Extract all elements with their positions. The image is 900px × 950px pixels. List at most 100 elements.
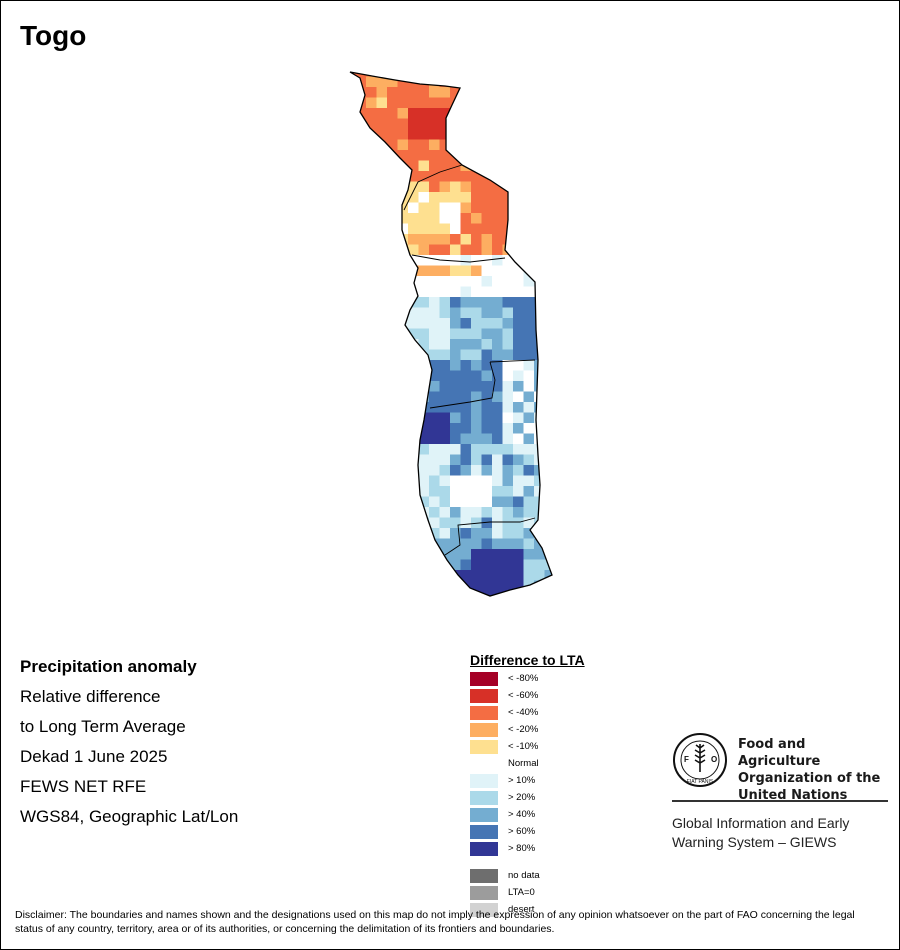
anomaly-cell: [350, 286, 356, 298]
anomaly-cell: [471, 349, 482, 361]
anomaly-cell: [355, 528, 367, 539]
anomaly-cell: [439, 391, 451, 403]
anomaly-cell: [513, 580, 524, 592]
anomaly-cell: [366, 391, 377, 403]
anomaly-cell: [387, 297, 398, 308]
anomaly-cell: [460, 307, 472, 319]
anomaly-cell: [502, 129, 514, 140]
anomaly-cell: [481, 297, 493, 308]
anomaly-cell: [429, 349, 440, 361]
anomaly-cell: [450, 181, 461, 193]
anomaly-cell: [450, 507, 461, 518]
region-boundary: [429, 361, 496, 409]
anomaly-cell: [408, 276, 419, 287]
anomaly-cell: [471, 465, 482, 476]
anomaly-cell: [350, 517, 356, 529]
anomaly-cell: [523, 255, 535, 266]
anomaly-cell: [355, 307, 367, 319]
anomaly-cell: [376, 402, 388, 413]
anomaly-cell: [481, 318, 493, 329]
anomaly-cell: [355, 381, 367, 392]
anomaly-cell: [544, 475, 552, 487]
anomaly-cell: [513, 87, 524, 98]
anomaly-cell: [350, 297, 356, 308]
anomaly-cell: [355, 139, 367, 151]
anomaly-cell: [387, 486, 398, 497]
anomaly-cell: [408, 433, 419, 445]
anomaly-cell: [350, 97, 356, 109]
anomaly-cell: [534, 192, 545, 203]
anomaly-cell: [439, 433, 451, 445]
anomaly-cell: [376, 412, 388, 424]
anomaly-cell: [439, 370, 451, 382]
anomaly-cell: [397, 475, 409, 487]
anomaly-cell: [471, 97, 482, 109]
anomaly-cell: [376, 433, 388, 445]
anomaly-cell: [460, 349, 472, 361]
anomaly-cell: [450, 76, 461, 88]
legend-label: > 40%: [508, 809, 536, 820]
anomaly-cell: [408, 171, 419, 182]
anomaly-cell: [471, 339, 482, 350]
anomaly-cell: [355, 339, 367, 350]
anomaly-cell: [555, 224, 566, 235]
anomaly-cell: [481, 496, 493, 508]
legend-label: > 10%: [508, 775, 536, 786]
anomaly-cell: [471, 381, 482, 392]
anomaly-cell: [376, 591, 388, 596]
anomaly-cell: [350, 87, 356, 98]
anomaly-cell: [481, 213, 493, 224]
anomaly-cell: [397, 202, 409, 214]
anomaly-cell: [418, 181, 430, 193]
anomaly-cell: [408, 318, 419, 329]
anomaly-cell: [387, 265, 398, 277]
anomaly-cell: [450, 265, 461, 277]
anomaly-cell: [544, 496, 552, 508]
anomaly-cell: [523, 150, 535, 161]
anomaly-cell: [555, 507, 566, 518]
anomaly-cell: [397, 580, 409, 592]
anomaly-cell: [492, 286, 503, 298]
anomaly-cell: [481, 412, 493, 424]
anomaly-cell: [555, 497, 566, 508]
anomaly-cell: [492, 118, 503, 130]
anomaly-cell: [418, 591, 430, 596]
anomaly-cell: [418, 475, 430, 487]
anomaly-cell: [471, 496, 482, 508]
anomaly-cell: [481, 538, 493, 550]
anomaly-cell: [376, 391, 388, 403]
anomaly-cell: [523, 234, 535, 245]
anomaly-cell: [460, 328, 472, 340]
anomaly-cell: [523, 318, 535, 329]
anomaly-cell: [544, 72, 552, 77]
anomaly-cell: [513, 297, 524, 308]
anomaly-cell: [492, 570, 503, 581]
anomaly-cell: [376, 307, 388, 319]
anomaly-cell: [492, 528, 503, 539]
anomaly-cell: [429, 412, 440, 424]
anomaly-cell: [481, 486, 493, 497]
anomaly-cell: [492, 181, 503, 193]
giews-name: Global Information and Early Warning Sys…: [672, 815, 850, 850]
anomaly-cell: [555, 329, 566, 340]
anomaly-cell: [471, 318, 482, 329]
anomaly-cell: [481, 87, 493, 98]
anomaly-cell: [450, 234, 461, 245]
anomaly-cell: [460, 412, 472, 424]
anomaly-cell: [376, 423, 388, 434]
anomaly-cell: [376, 328, 388, 340]
anomaly-cell: [502, 139, 514, 151]
anomaly-cell: [471, 538, 482, 550]
anomaly-cell: [439, 591, 451, 596]
anomaly-cell: [492, 391, 503, 403]
anomaly-cell: [460, 202, 472, 214]
anomaly-cell: [492, 517, 503, 529]
anomaly-cell: [492, 72, 503, 77]
anomaly-cell: [513, 517, 524, 529]
anomaly-cell: [355, 213, 367, 224]
legend-item: no data: [470, 869, 670, 883]
anomaly-cell: [534, 559, 545, 571]
anomaly-cell: [513, 108, 524, 119]
anomaly-cell: [492, 76, 503, 88]
anomaly-cell: [471, 433, 482, 445]
